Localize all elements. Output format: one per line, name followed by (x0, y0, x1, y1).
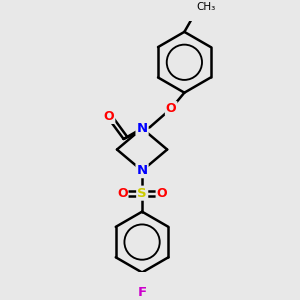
Text: F: F (137, 286, 147, 299)
Text: O: O (104, 110, 114, 123)
Text: CH₃: CH₃ (196, 2, 215, 12)
Text: N: N (136, 122, 148, 135)
Text: O: O (157, 187, 167, 200)
Text: O: O (117, 187, 128, 200)
Text: N: N (136, 164, 148, 177)
Text: S: S (137, 187, 147, 200)
Text: O: O (166, 102, 176, 115)
